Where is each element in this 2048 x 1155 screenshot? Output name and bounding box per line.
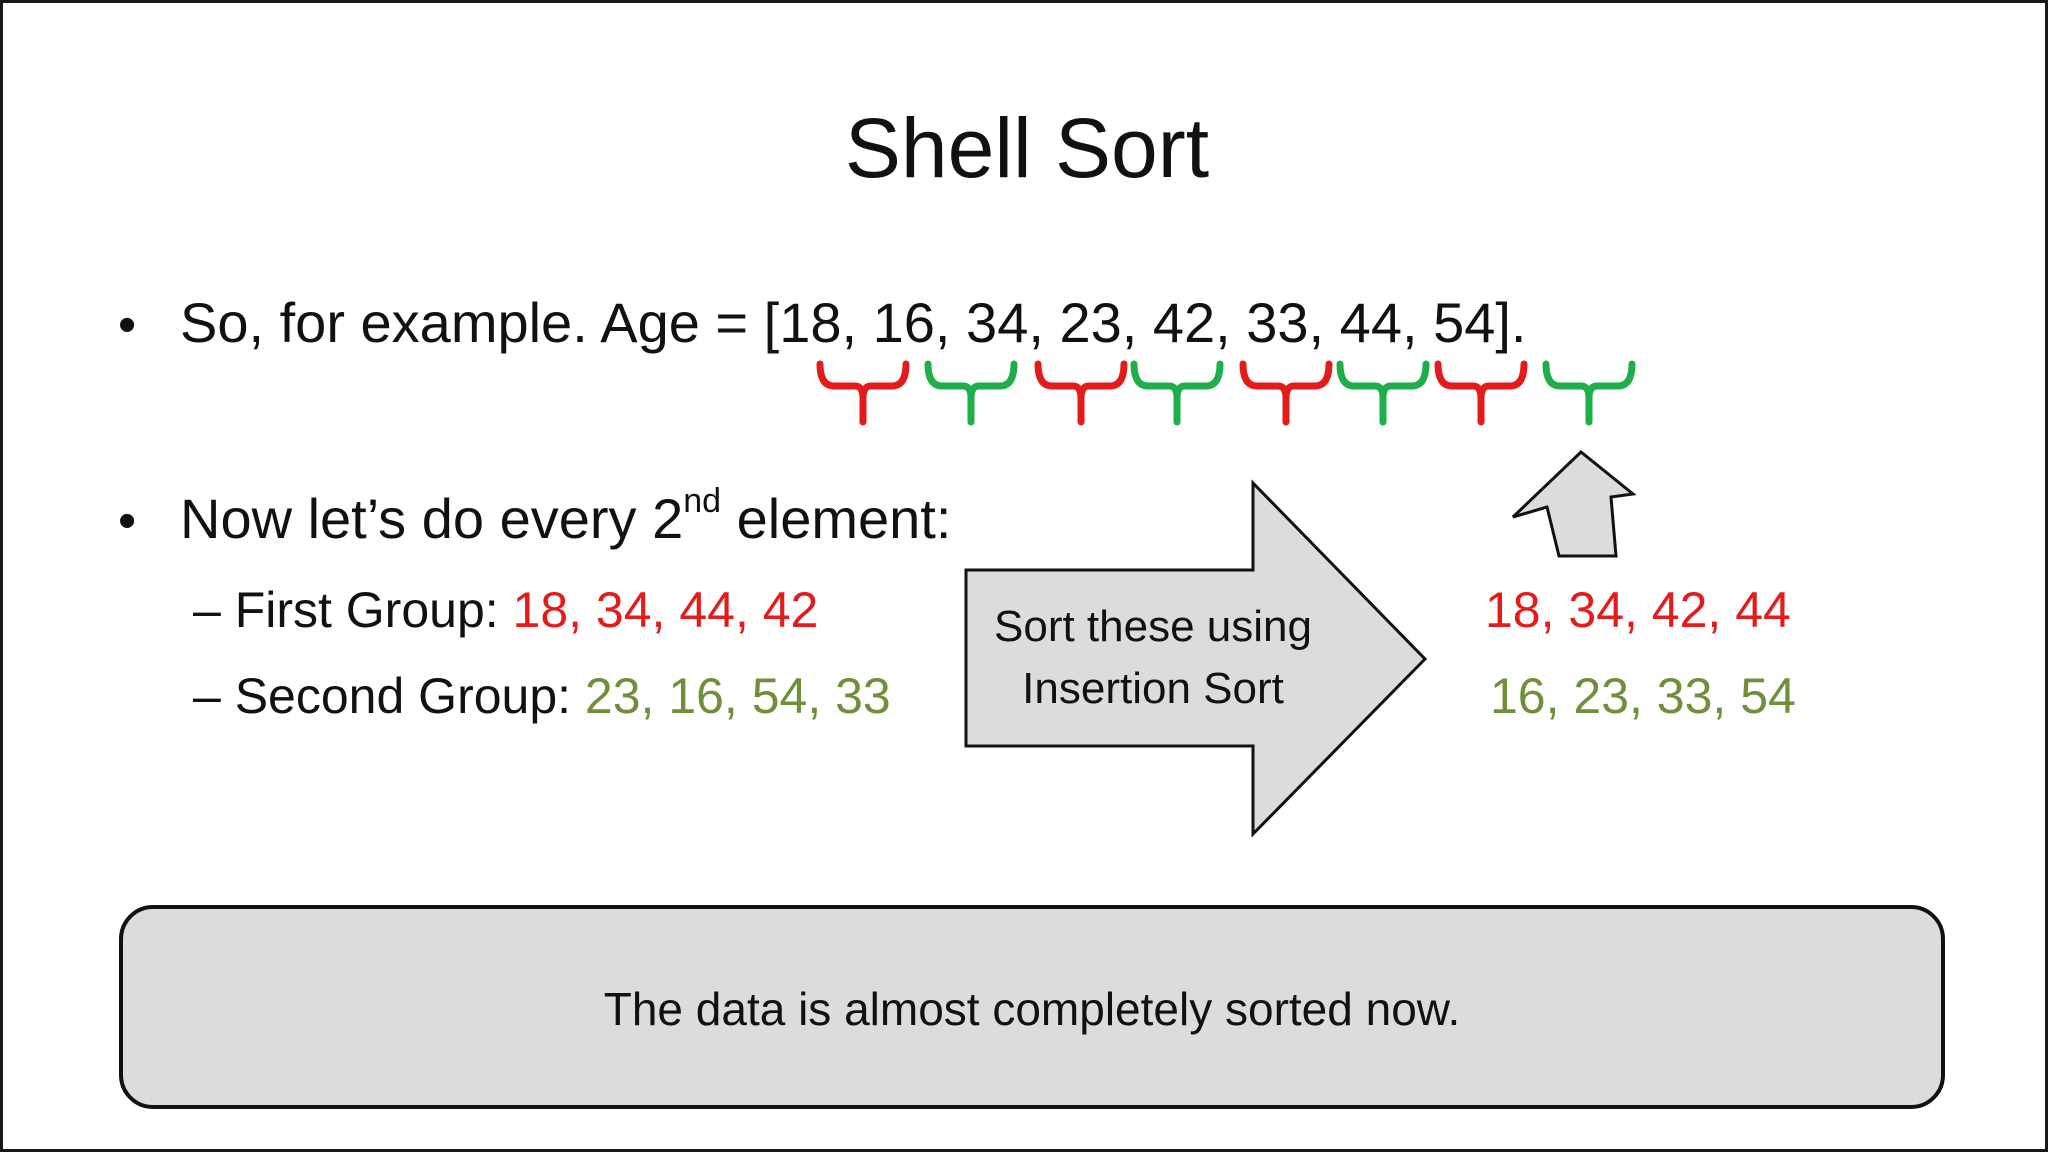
diagram-graphics [816, 360, 1637, 838]
second-group-label: – Second Group: [193, 668, 585, 724]
curly-brace-green-icon [1336, 360, 1430, 426]
arrow-label-line1: Sort these using [994, 602, 1312, 651]
bullet-every-second-text-end: element: [721, 487, 952, 550]
bullet-example-array: • So, for example. Age = [18, 16, 34, 23,… [118, 288, 1527, 360]
first-group-values: 18, 34, 44, 42 [512, 582, 819, 638]
group-brackets [816, 360, 1636, 426]
bullet-marker: • [118, 296, 137, 354]
note-box: The data is almost completely sorted now… [119, 905, 1945, 1109]
curly-brace-green-icon [924, 360, 1018, 426]
big-right-arrow-icon [964, 479, 1428, 838]
sorted-first-group: 18, 34, 42, 44 [1485, 582, 1791, 638]
bullet-every-second: • Now let’s do every 2nd element: [118, 484, 951, 556]
bullet-example-text: So, for example. Age = [18, 16, 34, 23, … [180, 291, 1527, 354]
curly-brace-green-icon [1130, 360, 1224, 426]
curly-brace-green-icon [1542, 360, 1636, 426]
second-group-line: – Second Group: 23, 16, 54, 33 [193, 664, 891, 728]
small-up-arrow-icon [1511, 450, 1637, 558]
bullet-marker: • [118, 492, 137, 550]
curly-brace-red-icon [1239, 360, 1333, 426]
curly-brace-red-icon [1034, 360, 1128, 426]
sorted-second-group: 16, 23, 33, 54 [1490, 668, 1796, 724]
curly-brace-red-icon [1434, 360, 1528, 426]
slide-title: Shell Sort [844, 101, 1210, 195]
first-group-label: – First Group: [193, 582, 513, 638]
curly-brace-red-icon [816, 360, 910, 426]
note-text: The data is almost completely sorted now… [603, 983, 1461, 1035]
ordinal-superscript: nd [683, 482, 722, 520]
arrow-label-line2: Insertion Sort [1022, 664, 1284, 713]
second-group-values: 23, 16, 54, 33 [584, 668, 891, 724]
bullet-every-second-text: Now let’s do every 2 [180, 487, 684, 550]
first-group-line: – First Group: 18, 34, 44, 42 [193, 578, 818, 642]
arrow-label: Sort these using Insertion Sort [963, 596, 1343, 720]
